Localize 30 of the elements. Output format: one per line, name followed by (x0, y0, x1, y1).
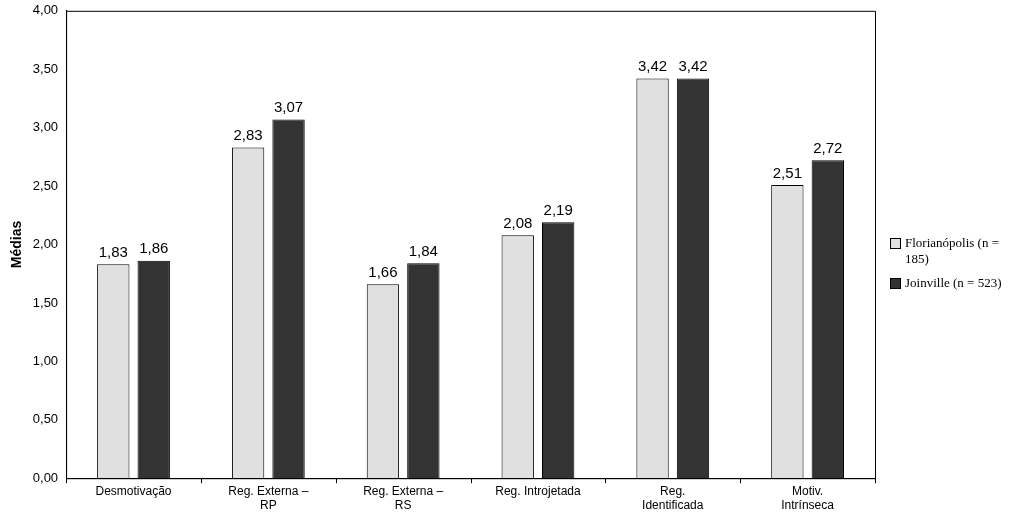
y-tick-label: 3,00 (32, 119, 59, 135)
y-tick-label: 3,50 (32, 60, 59, 76)
data-label: 2,19 (543, 200, 573, 218)
x-tick-label: Reg. Externa – RS (363, 483, 444, 513)
data-label: 3,07 (273, 98, 304, 116)
data-label: 1,84 (408, 241, 438, 259)
data-label: 1,86 (139, 239, 169, 257)
y-tick-label: 1,50 (32, 294, 59, 310)
x-tick-label: Desmotivação (95, 483, 172, 498)
x-tick-label: Reg. Introjetada (495, 483, 581, 498)
y-tick-label: 0,00 (32, 469, 59, 485)
x-tick-label: Reg. Identificada (642, 483, 704, 513)
data-label: 1,83 (98, 243, 128, 261)
data-label: 2,51 (772, 163, 802, 181)
data-label: 3,42 (637, 57, 668, 75)
data-label: 2,72 (813, 139, 843, 157)
data-label: 2,83 (233, 126, 263, 144)
data-label: 3,42 (678, 57, 708, 75)
data-label: 1,66 (368, 262, 398, 280)
x-tick-label: Reg. Externa – RP (228, 483, 309, 513)
y-tick-label: 4,00 (32, 2, 59, 18)
x-tick-label: Motiv. Intrínseca (781, 483, 835, 513)
legend-label: Joinville (n = 523) (905, 275, 1002, 291)
y-tick-label: 2,00 (32, 236, 59, 252)
y-tick-label: 0,50 (32, 411, 59, 427)
y-axis-title: Médias (8, 220, 25, 269)
legend-label: Florianópolis (n = 185) (905, 235, 1000, 267)
data-label: 2,08 (503, 213, 533, 231)
y-tick-label: 1,00 (32, 352, 59, 368)
y-tick-label: 2,50 (32, 177, 59, 193)
